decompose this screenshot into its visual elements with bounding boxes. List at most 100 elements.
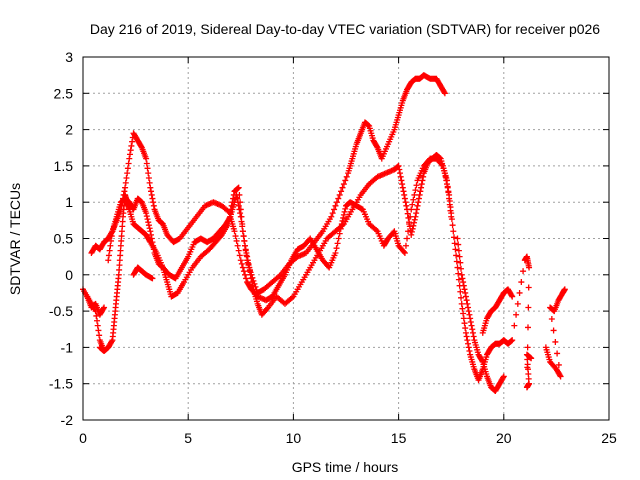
data-point bbox=[122, 184, 129, 191]
data-point bbox=[411, 191, 418, 198]
data-point bbox=[143, 210, 150, 217]
data-point bbox=[239, 264, 246, 271]
data-point bbox=[241, 237, 248, 244]
data-point bbox=[147, 184, 154, 191]
data-point bbox=[235, 202, 242, 209]
x-tick-label: 20 bbox=[496, 430, 512, 446]
data-point bbox=[401, 195, 408, 202]
data-point bbox=[335, 235, 342, 242]
data-point bbox=[550, 327, 557, 334]
data-point bbox=[466, 348, 473, 355]
data-point bbox=[508, 292, 515, 299]
data-point bbox=[126, 151, 133, 158]
data-point bbox=[107, 242, 114, 249]
data-point bbox=[143, 160, 150, 167]
data-point bbox=[396, 166, 403, 173]
series-track-j bbox=[542, 286, 568, 380]
data-point bbox=[411, 216, 418, 223]
data-point bbox=[397, 173, 404, 180]
data-point bbox=[105, 252, 112, 259]
data-point bbox=[332, 250, 339, 257]
data-point bbox=[451, 234, 458, 241]
data-point bbox=[401, 250, 408, 257]
data-point bbox=[106, 247, 113, 254]
data-point bbox=[414, 202, 421, 209]
data-point bbox=[340, 181, 347, 188]
data-point bbox=[464, 300, 471, 307]
data-point bbox=[557, 373, 564, 380]
data-point bbox=[108, 237, 115, 244]
data-point bbox=[441, 90, 448, 97]
data-point bbox=[446, 195, 453, 202]
data-point bbox=[466, 311, 473, 318]
y-tick-label: 2.5 bbox=[54, 85, 74, 101]
data-point bbox=[342, 205, 349, 212]
data-point bbox=[458, 300, 465, 307]
data-point bbox=[516, 289, 523, 296]
data-point bbox=[526, 264, 533, 271]
data-point bbox=[410, 222, 417, 229]
data-point bbox=[329, 210, 336, 217]
data-point bbox=[339, 184, 346, 191]
y-tick-label: -2 bbox=[61, 412, 74, 428]
data-point bbox=[144, 165, 151, 172]
data-point bbox=[411, 219, 418, 226]
data-point bbox=[237, 206, 244, 213]
data-point bbox=[400, 188, 407, 195]
data-points bbox=[80, 72, 568, 394]
data-point bbox=[240, 233, 247, 240]
data-point bbox=[408, 231, 415, 238]
data-point bbox=[237, 257, 244, 264]
data-point bbox=[420, 173, 427, 180]
data-point bbox=[448, 213, 455, 220]
data-point bbox=[548, 315, 555, 322]
data-point bbox=[230, 191, 237, 198]
data-point bbox=[462, 325, 469, 332]
data-point bbox=[449, 222, 456, 229]
data-point bbox=[231, 228, 238, 235]
data-point bbox=[236, 252, 243, 259]
data-point bbox=[143, 213, 150, 220]
series-track-i bbox=[511, 253, 535, 391]
data-point bbox=[520, 268, 527, 275]
data-point bbox=[468, 322, 475, 329]
x-tick-label: 0 bbox=[79, 430, 87, 446]
data-point bbox=[463, 297, 470, 304]
axis-ticks bbox=[82, 56, 610, 421]
data-point bbox=[341, 208, 348, 215]
data-point bbox=[556, 372, 563, 379]
data-point bbox=[409, 225, 416, 232]
data-point bbox=[340, 211, 347, 218]
data-point bbox=[469, 326, 476, 333]
data-point bbox=[332, 202, 339, 209]
data-point bbox=[125, 160, 132, 167]
data-point bbox=[122, 179, 129, 186]
data-point bbox=[238, 260, 245, 267]
data-point bbox=[399, 181, 406, 188]
data-point bbox=[234, 242, 241, 249]
y-tick-label: 3 bbox=[65, 49, 73, 65]
data-point bbox=[418, 184, 425, 191]
data-point bbox=[401, 191, 408, 198]
y-tick-label: 0.5 bbox=[54, 231, 74, 247]
y-axis-label: SDTVAR / TECUs bbox=[7, 183, 23, 295]
data-point bbox=[463, 333, 470, 340]
data-point bbox=[145, 175, 152, 181]
data-point bbox=[405, 228, 412, 235]
data-point bbox=[373, 143, 380, 150]
data-point bbox=[146, 225, 153, 232]
data-point bbox=[464, 337, 471, 344]
data-point bbox=[333, 245, 340, 252]
data-point bbox=[398, 177, 405, 184]
data-point bbox=[94, 317, 101, 324]
data-point bbox=[232, 233, 239, 240]
data-point bbox=[413, 210, 420, 217]
data-point bbox=[438, 161, 445, 168]
data-point bbox=[242, 271, 249, 278]
data-point bbox=[129, 138, 136, 145]
data-point bbox=[148, 235, 155, 242]
data-point bbox=[416, 191, 423, 198]
tick-labels: 0 5 10 15 20 25 -2 -1.5 -1 -0.5 0 0.5 1 1.5 2 2.5 3 bbox=[49, 49, 617, 446]
data-point bbox=[343, 173, 350, 180]
data-point bbox=[235, 184, 242, 191]
